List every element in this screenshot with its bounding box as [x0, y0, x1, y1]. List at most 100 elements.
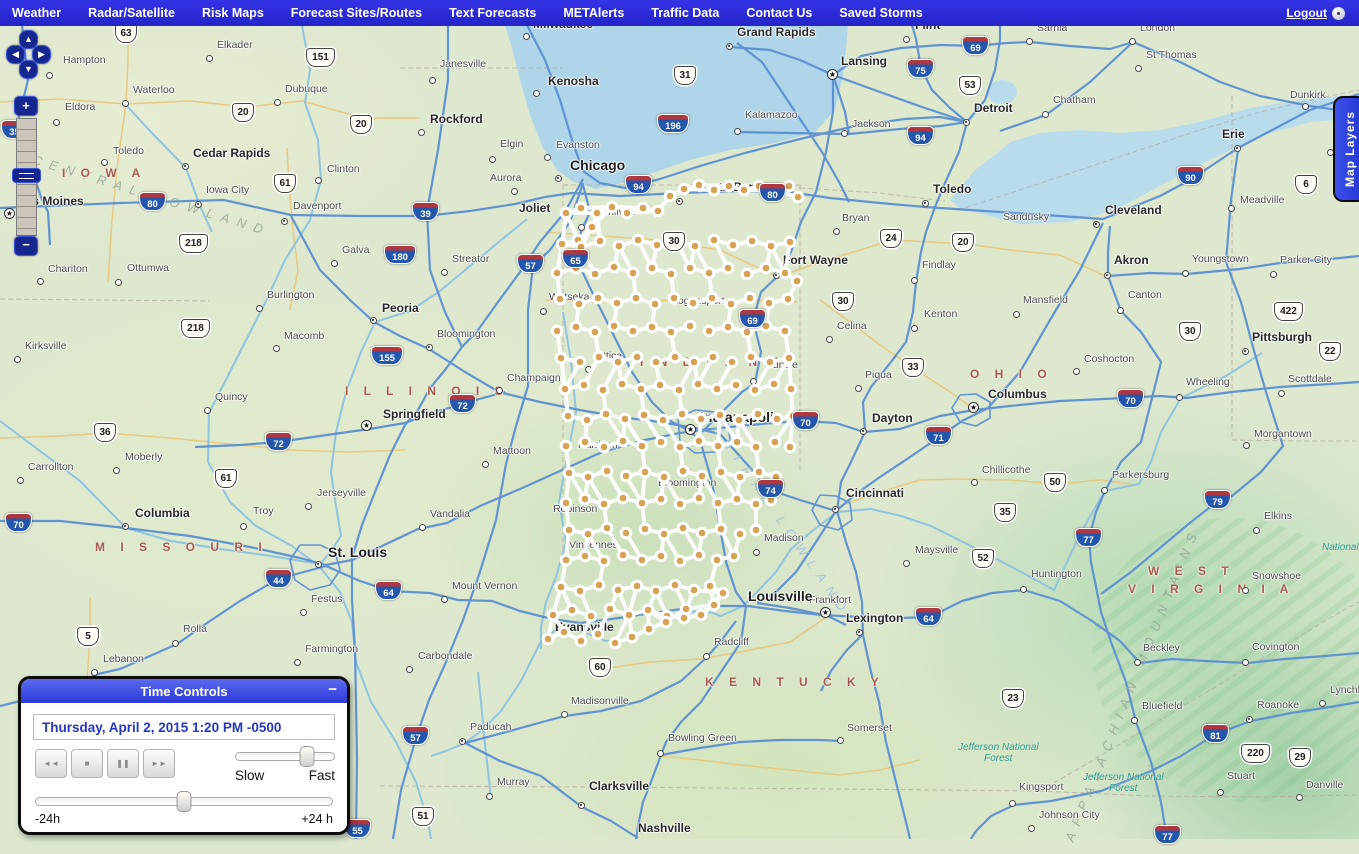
station-dot[interactable]	[642, 622, 656, 636]
station-dot[interactable]	[692, 491, 706, 505]
station-dot[interactable]	[762, 296, 776, 310]
station-dot[interactable]	[555, 237, 569, 251]
station-dot[interactable]	[562, 466, 576, 480]
station-dot[interactable]	[558, 382, 572, 396]
station-dot[interactable]	[626, 324, 640, 338]
station-dot[interactable]	[649, 355, 663, 369]
station-dot[interactable]	[599, 407, 613, 421]
station-dot[interactable]	[694, 412, 708, 426]
station-dot[interactable]	[657, 527, 671, 541]
station-dot[interactable]	[714, 465, 728, 479]
station-dot[interactable]	[581, 527, 595, 541]
station-dot[interactable]	[783, 440, 797, 454]
station-dot[interactable]	[676, 521, 690, 535]
station-dot[interactable]	[673, 497, 687, 511]
station-dot[interactable]	[716, 586, 730, 600]
station-dot[interactable]	[790, 274, 804, 288]
station-dot[interactable]	[626, 266, 640, 280]
pan-left-button[interactable]: ◀	[6, 45, 25, 64]
station-dot[interactable]	[702, 324, 716, 338]
station-dot[interactable]	[648, 297, 662, 311]
station-dot[interactable]	[770, 412, 784, 426]
map-layers-tab[interactable]: Map Layers	[1333, 96, 1359, 202]
station-dot[interactable]	[597, 497, 611, 511]
station-dot[interactable]	[783, 235, 797, 249]
station-dot[interactable]	[654, 549, 668, 563]
station-dot[interactable]	[636, 201, 650, 215]
station-dot[interactable]	[664, 325, 678, 339]
station-dot[interactable]	[645, 261, 659, 275]
globe-icon[interactable]	[1332, 6, 1345, 20]
nav-item-forecast-sites-routes[interactable]: Forecast Sites/Routes	[290, 6, 423, 20]
station-dot[interactable]	[607, 260, 621, 274]
station-dot[interactable]	[673, 440, 687, 454]
station-dot[interactable]	[744, 350, 758, 364]
station-dot[interactable]	[695, 469, 709, 483]
station-dot[interactable]	[668, 350, 682, 364]
station-dot[interactable]	[585, 220, 599, 234]
station-dot[interactable]	[703, 579, 717, 593]
station-dot[interactable]	[692, 434, 706, 448]
station-dot[interactable]	[573, 584, 587, 598]
station-dot[interactable]	[569, 320, 583, 334]
station-dot[interactable]	[748, 383, 762, 397]
station-dot[interactable]	[588, 267, 602, 281]
nav-item-traffic-data[interactable]: Traffic Data	[651, 6, 720, 20]
station-dot[interactable]	[727, 549, 741, 563]
station-dot[interactable]	[714, 522, 728, 536]
station-dot[interactable]	[694, 608, 708, 622]
station-dot[interactable]	[550, 324, 564, 338]
station-dot[interactable]	[616, 548, 630, 562]
station-dot[interactable]	[710, 553, 724, 567]
station-dot[interactable]	[618, 412, 632, 426]
station-dot[interactable]	[706, 350, 720, 364]
station-dot[interactable]	[664, 267, 678, 281]
stop-button[interactable]: ■	[71, 749, 103, 778]
station-dot[interactable]	[677, 611, 691, 625]
station-dot[interactable]	[559, 439, 573, 453]
station-dot[interactable]	[791, 190, 805, 204]
station-dot[interactable]	[676, 464, 690, 478]
station-dot[interactable]	[578, 549, 592, 563]
station-dot[interactable]	[638, 522, 652, 536]
station-dot[interactable]	[702, 266, 716, 280]
station-dot[interactable]	[592, 350, 606, 364]
station-dot[interactable]	[637, 408, 651, 422]
station-dot[interactable]	[692, 548, 706, 562]
station-dot[interactable]	[740, 267, 754, 281]
station-dot[interactable]	[630, 350, 644, 364]
station-dot[interactable]	[573, 355, 587, 369]
station-dot[interactable]	[600, 521, 614, 535]
nav-item-weather[interactable]: Weather	[12, 6, 62, 20]
station-dot[interactable]	[645, 320, 659, 334]
pause-button[interactable]: ❚❚	[107, 749, 139, 778]
station-dot[interactable]	[597, 440, 611, 454]
station-dot[interactable]	[673, 554, 687, 568]
station-dot[interactable]	[622, 608, 636, 622]
station-dot[interactable]	[668, 578, 682, 592]
station-dot[interactable]	[615, 377, 629, 391]
station-dot[interactable]	[590, 206, 604, 220]
station-dot[interactable]	[607, 319, 621, 333]
station-dot[interactable]	[732, 413, 746, 427]
station-dot[interactable]	[653, 378, 667, 392]
speed-slider-track[interactable]	[235, 746, 335, 767]
station-dot[interactable]	[561, 409, 575, 423]
station-dot[interactable]	[767, 377, 781, 391]
station-dot[interactable]	[574, 201, 588, 215]
station-dot[interactable]	[553, 292, 567, 306]
station-dot[interactable]	[597, 554, 611, 568]
station-dot[interactable]	[692, 178, 706, 192]
station-dot[interactable]	[733, 470, 747, 484]
station-dot[interactable]	[759, 261, 773, 275]
station-dot[interactable]	[608, 636, 622, 650]
station-dot[interactable]	[726, 238, 740, 252]
station-dot[interactable]	[711, 439, 725, 453]
station-dot[interactable]	[591, 627, 605, 641]
time-controls-header[interactable]: Time Controls −	[21, 679, 347, 703]
station-dot[interactable]	[672, 383, 686, 397]
station-dot[interactable]	[763, 355, 777, 369]
station-dot[interactable]	[752, 465, 766, 479]
station-dot[interactable]	[541, 632, 555, 646]
